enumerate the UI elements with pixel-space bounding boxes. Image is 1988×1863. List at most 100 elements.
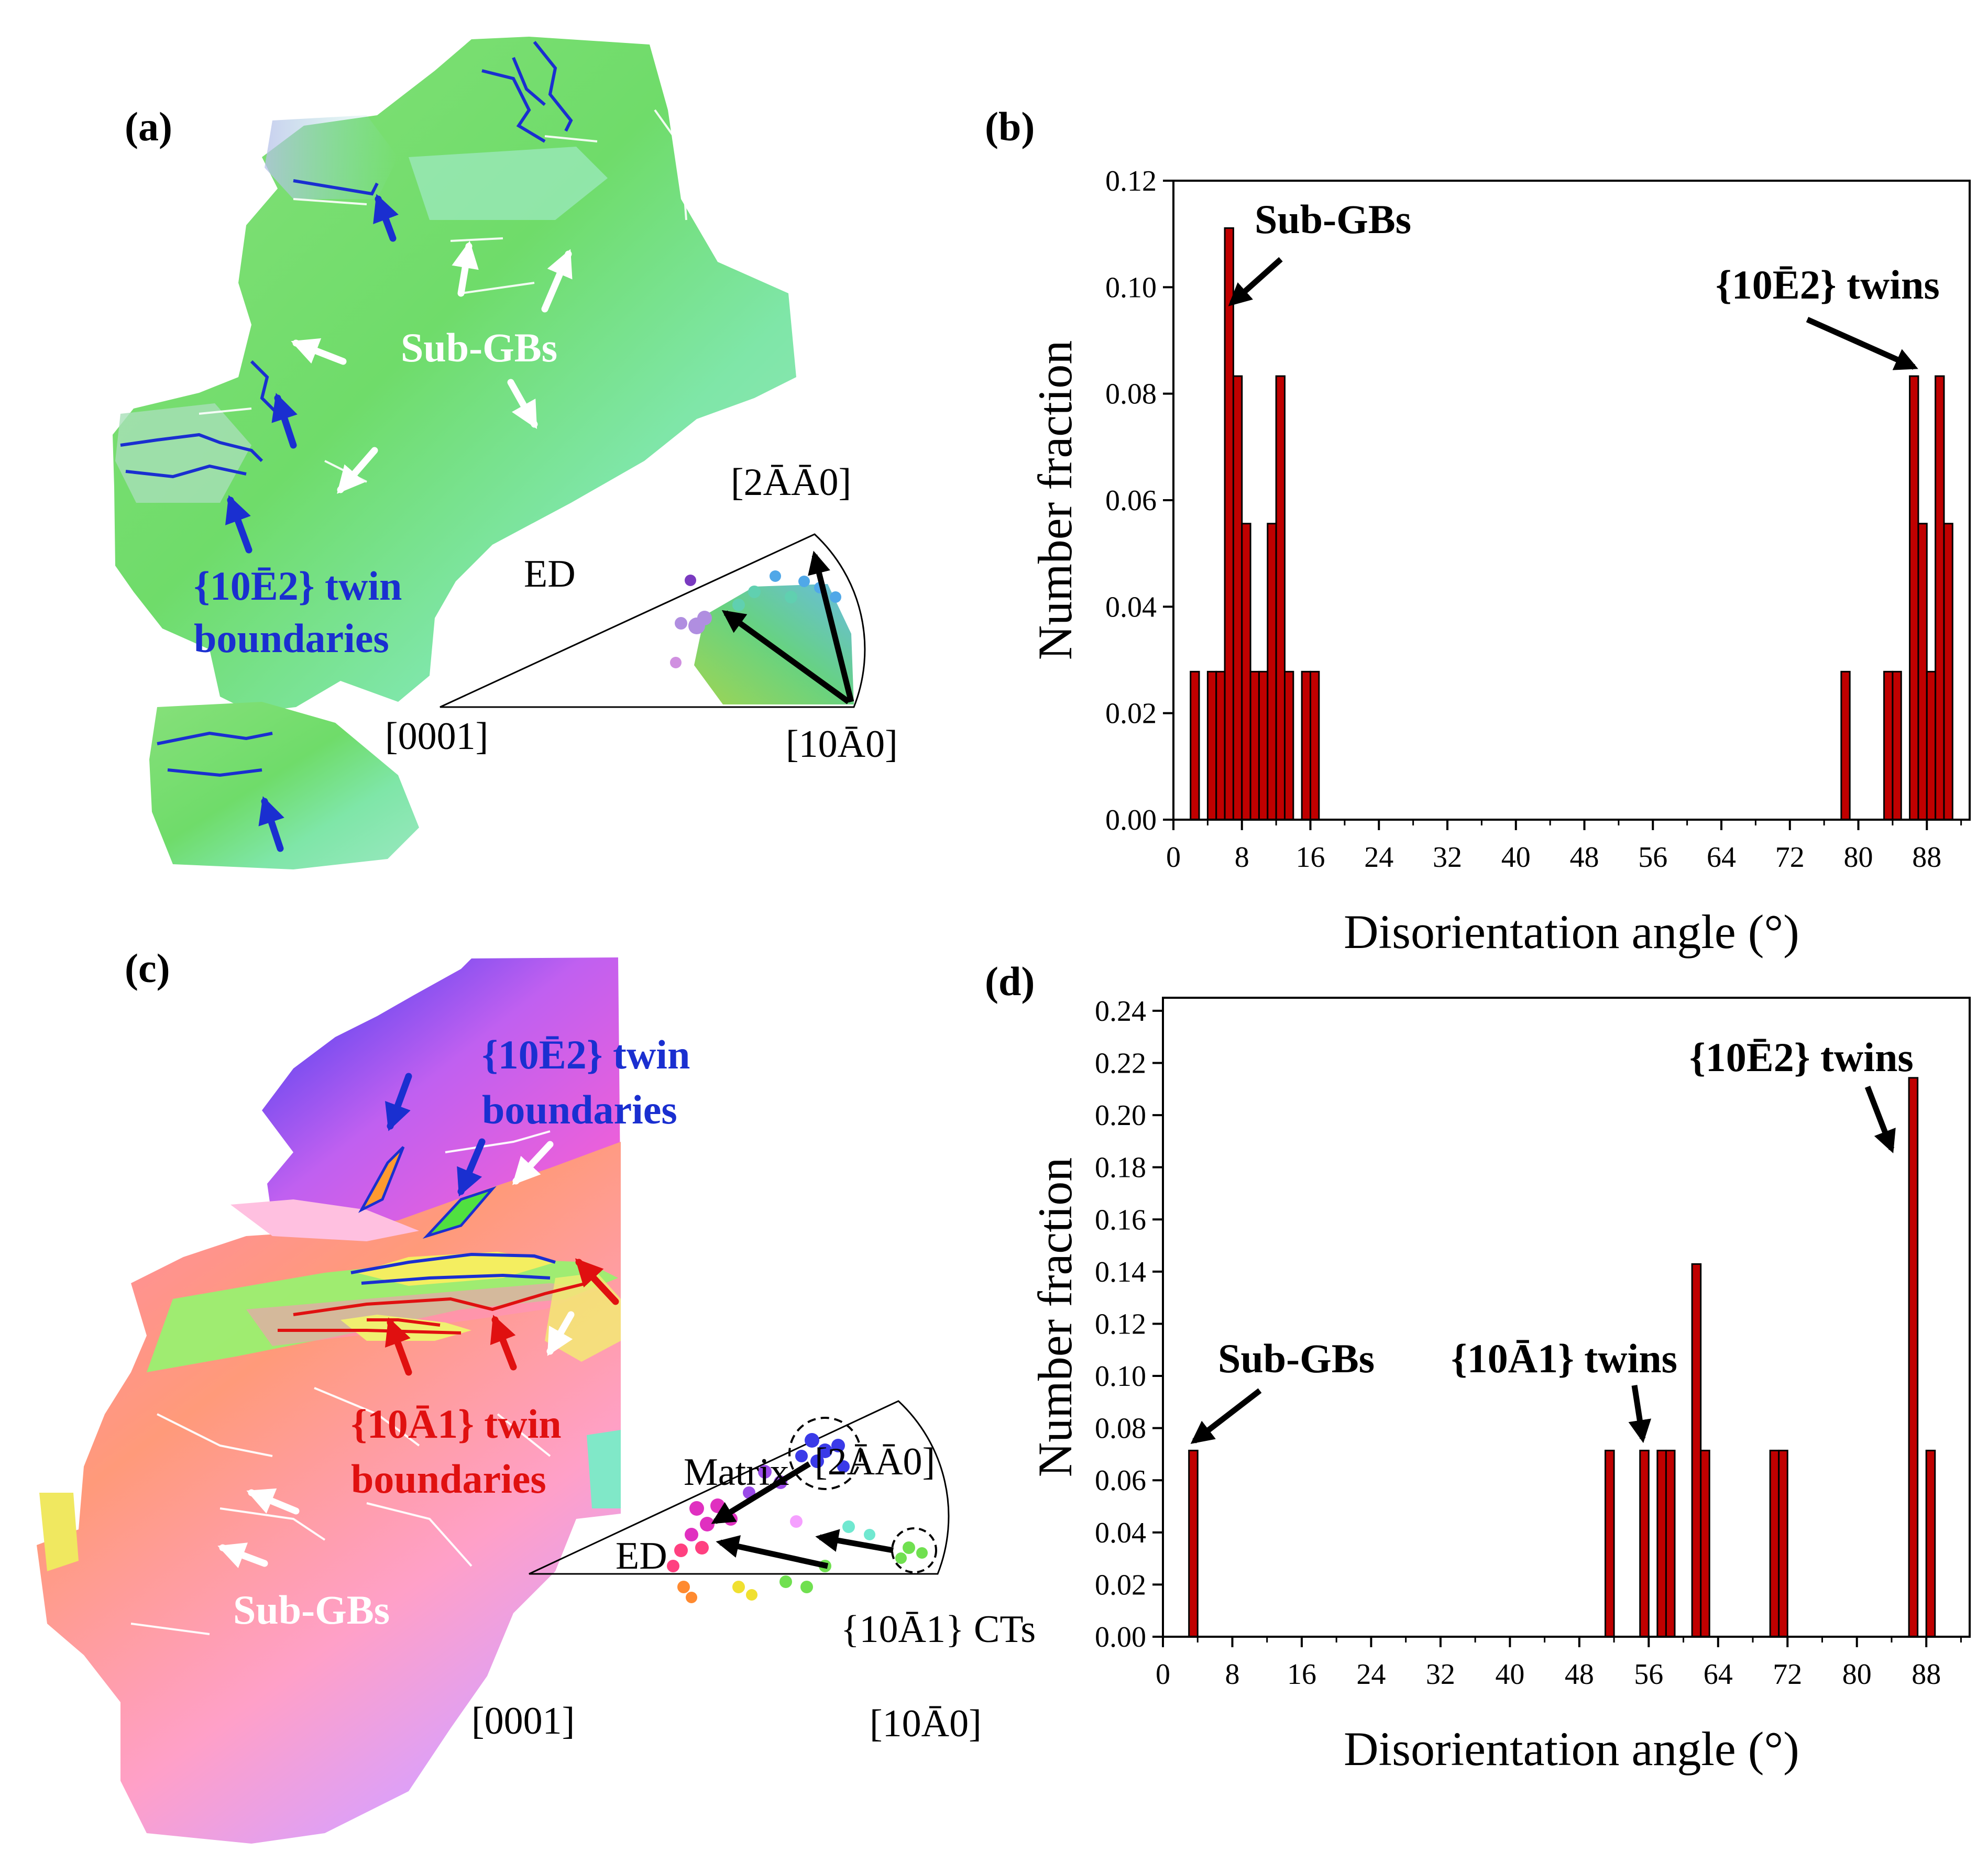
chart-d-annotation-1: {10Ā1} twins	[1451, 1336, 1677, 1381]
arrow-red-c3	[385, 1317, 412, 1376]
arrow-white-c3	[246, 1488, 300, 1515]
panel-b-label: (b)	[985, 104, 1035, 149]
chart-d-ytick-label-5: 0.10	[1095, 1360, 1146, 1393]
chart-d-ytick-label-6: 0.12	[1095, 1308, 1146, 1340]
ipf-c-top: [2ĀĀ0]	[815, 1440, 935, 1483]
ebsd-map-c	[37, 957, 621, 1844]
ipf-a-direction: ED	[524, 553, 576, 596]
arrow-white-c4	[217, 1542, 268, 1568]
chart-d-xtick-label-0: 0	[1156, 1658, 1170, 1691]
panel-a: (a)	[113, 37, 898, 869]
chart-b-bar-16	[1909, 375, 1919, 821]
chart-d-bar-4	[1665, 1449, 1676, 1638]
chart-d-bar-6	[1700, 1449, 1710, 1638]
chart-b-bar-9	[1275, 375, 1286, 821]
chart-d-bar-10	[1925, 1449, 1936, 1638]
ipf-a-arrow-1	[721, 610, 851, 704]
panel-d-label: (d)	[985, 958, 1035, 1004]
chart-d-ytick-label-3: 0.06	[1095, 1464, 1146, 1497]
arrow-blue-c1	[385, 1073, 412, 1131]
chart-d-ytick-label-10: 0.20	[1095, 1099, 1146, 1132]
twin1011-label-c-line1: {10Ā1} twin	[351, 1401, 562, 1447]
chart-d-xtick-label-11: 88	[1912, 1658, 1941, 1691]
chart-d-xlabel: Disorientation angle (°)	[1344, 1722, 1799, 1776]
ipf-c-left: [0001]	[471, 1700, 575, 1743]
chart-d-xtick-label-2: 16	[1287, 1658, 1316, 1691]
chart-b-bar-15	[1892, 670, 1902, 821]
chart-b-xtick-label-4: 32	[1433, 841, 1462, 874]
ipf-triangle-c: ED Matrix [2ĀĀ0] {10Ā1} CTs [0001] [10Ā0…	[471, 1400, 1036, 1745]
chart-b-bar-4	[1232, 375, 1243, 821]
arrow-white-a2	[541, 249, 573, 313]
twin-label-a-line2: boundaries	[194, 615, 389, 661]
chart-b-bar-20	[1943, 523, 1953, 821]
chart-d-bar-8	[1778, 1449, 1788, 1638]
arrow-white-c2	[546, 1311, 575, 1357]
arrow-white-a5	[337, 447, 378, 494]
chart-d-annotation-arrow-1	[1628, 1385, 1652, 1443]
ipf-a-left: [0001]	[385, 715, 488, 758]
chart-d-xtick-label-7: 56	[1634, 1658, 1663, 1691]
ipf-a-right: [10Ā0]	[786, 723, 898, 766]
chart-d-bar-5	[1691, 1263, 1702, 1638]
arrow-white-a4	[507, 379, 538, 429]
chart-b-annotation-arrow-0	[1228, 257, 1283, 306]
chart-b-xtick-label-10: 80	[1844, 841, 1873, 874]
matrix-dashed-circle	[788, 1417, 862, 1490]
chart-b-xtick-label-7: 56	[1638, 841, 1667, 874]
ipf-c-arrow-3	[815, 1529, 894, 1553]
chart-b-ytick-label-5: 0.10	[1105, 271, 1157, 304]
chart-d-ytick-label-8: 0.16	[1095, 1204, 1146, 1236]
chart-b: (b) 0 8 16 24 32 40 48 56 64 72 80 88 0.00 0.02 0.04 0.…	[985, 104, 1971, 958]
chart-d-xtick-label-9: 72	[1773, 1658, 1802, 1691]
chart-d-xtick-label-6: 48	[1565, 1658, 1594, 1691]
chart-d: (d) 0 8 16 24 32 40 48 56 64 72 80 88 0.00 0.02 0.04 0.…	[985, 958, 1971, 1776]
chart-b-bar-5	[1241, 523, 1251, 821]
chart-d-bar-2	[1639, 1449, 1650, 1638]
chart-b-xtick-label-3: 24	[1364, 841, 1393, 874]
arrow-white-a3	[291, 338, 347, 365]
subgb-label-a: Sub-GBs	[401, 325, 557, 370]
ipf-c-matrix: Matrix	[684, 1451, 789, 1494]
chart-b-bar-12	[1310, 670, 1320, 821]
chart-d-annotation-arrow-2	[1864, 1086, 1896, 1154]
chart-d-xtick-label-1: 8	[1225, 1658, 1239, 1691]
chart-b-ytick-label-2: 0.04	[1105, 591, 1157, 623]
chart-d-annotation-arrow-0	[1190, 1388, 1262, 1444]
chart-d-xtick-label-10: 80	[1842, 1658, 1872, 1691]
chart-d-ylabel: Number fraction	[1028, 1158, 1082, 1478]
arrow-white-a1	[452, 240, 479, 297]
chart-d-ytick-label-12: 0.24	[1095, 995, 1146, 1028]
chart-b-bar-11	[1301, 670, 1312, 821]
twin1012-label-c-line1: {10Ē2} twin	[482, 1032, 690, 1077]
chart-b-xlabel: Disorientation angle (°)	[1344, 905, 1799, 958]
chart-b-ytick-label-4: 0.08	[1105, 378, 1157, 411]
twin1012-label-c-line2: boundaries	[482, 1087, 677, 1132]
chart-b-bar-13	[1840, 670, 1851, 821]
chart-d-ytick-label-7: 0.14	[1095, 1256, 1146, 1288]
arrow-blue-a4	[258, 796, 284, 852]
chart-b-annotation-1: {10Ē2} twins	[1716, 262, 1940, 307]
chart-d-xtick-label-8: 64	[1704, 1658, 1733, 1691]
twin-label-a-line1: {10Ē2} twin	[194, 563, 402, 609]
chart-b-ytick-label-3: 0.06	[1105, 484, 1157, 517]
chart-b-xtick-label-5: 40	[1501, 841, 1531, 874]
chart-b-xtick-label-2: 16	[1296, 841, 1325, 874]
subgb-label-c: Sub-GBs	[233, 1587, 390, 1633]
chart-b-ytick-label-6: 0.12	[1105, 165, 1157, 197]
ipf-c-direction: ED	[616, 1535, 667, 1578]
chart-d-annotation-2: {10Ē2} twins	[1689, 1034, 1914, 1080]
chart-d-annotation-0: Sub-GBs	[1218, 1336, 1375, 1381]
chart-b-annotation-arrow-1	[1806, 316, 1918, 370]
chart-b-bar-14	[1883, 670, 1894, 821]
chart-b-ticks: 0 8 16 24 32 40 48 56 64 72 80 88 0.00 0.02 0.04 0.06 0.…	[1105, 165, 1962, 874]
ipf-c-right: [10Ā0]	[870, 1702, 982, 1745]
chart-d-frame	[1162, 997, 1971, 1638]
chart-b-xtick-label-11: 88	[1912, 841, 1941, 874]
arrow-blue-a3	[225, 495, 252, 554]
chart-d-xtick-label-5: 40	[1495, 1658, 1524, 1691]
panel-c-label: (c)	[125, 945, 170, 991]
chart-d-ytick-label-11: 0.22	[1095, 1047, 1146, 1079]
chart-d-ytick-label-9: 0.18	[1095, 1152, 1146, 1184]
chart-d-ytick-label-2: 0.04	[1095, 1517, 1146, 1549]
